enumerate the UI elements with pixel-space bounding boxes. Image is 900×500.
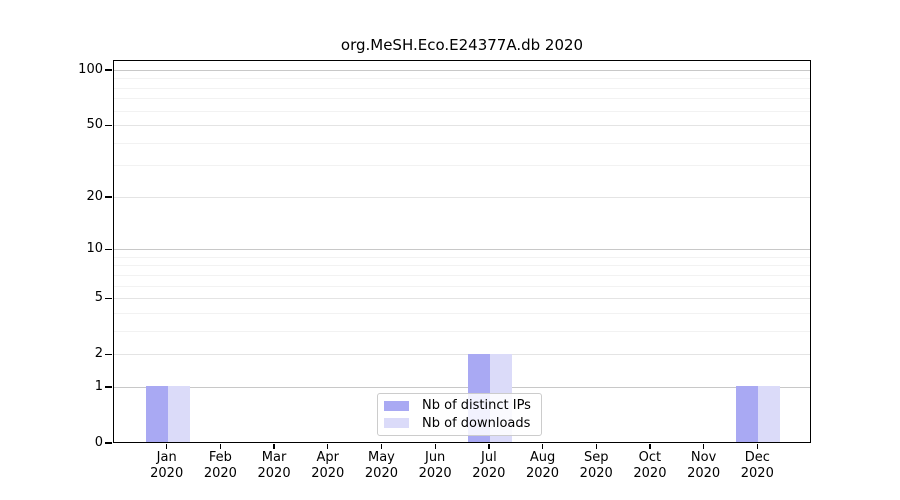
plot-area (113, 60, 811, 443)
x-tick-label: Mar 2020 (234, 450, 314, 482)
y-tick-mark (105, 386, 112, 388)
x-tick-label-line: Feb (208, 450, 232, 465)
x-tick-label-line: Jul (481, 450, 497, 465)
x-tick-mark (434, 444, 436, 449)
y-tick-label: 0 (94, 435, 103, 450)
x-tick-label: Oct 2020 (610, 450, 690, 482)
minor-gridline (114, 87, 810, 89)
x-tick-label-line: Apr (316, 450, 340, 465)
x-tick-label: Aug 2020 (503, 450, 583, 482)
legend-entry: Nb of distinct IPs (384, 398, 535, 413)
chart-title: org.MeSH.Eco.E24377A.db 2020 (340, 36, 584, 54)
legend-label: Nb of downloads (422, 415, 531, 431)
x-tick-label-line: Jun (424, 450, 446, 465)
x-tick-mark (649, 444, 651, 449)
minor-gridline (114, 98, 810, 100)
legend-swatch (384, 418, 409, 429)
x-tick-label: Feb 2020 (180, 450, 260, 482)
y-tick-label: 10 (86, 241, 103, 257)
x-tick-label-line: Oct (638, 450, 662, 465)
gridline (114, 125, 810, 127)
minor-gridline (114, 274, 810, 276)
x-tick-label: Jul 2020 (449, 450, 529, 482)
x-tick-label-line: 2020 (311, 466, 345, 481)
y-tick-mark (105, 124, 112, 126)
legend-swatch (384, 400, 409, 411)
x-tick-label: Jan 2020 (127, 450, 207, 482)
y-tick-mark (105, 297, 112, 299)
x-tick-mark (488, 444, 490, 449)
y-tick-label: 1 (94, 378, 103, 394)
x-tick-label-line: 2020 (740, 466, 774, 481)
x-tick-mark (380, 444, 383, 449)
minor-gridline (114, 78, 810, 80)
x-tick-label-line: 2020 (472, 466, 506, 481)
bar (758, 386, 781, 443)
bar (167, 386, 190, 443)
x-tick-label: Sep 2020 (556, 450, 636, 482)
y-tick-label: 5 (94, 290, 103, 306)
gridline (114, 249, 810, 251)
gridline (114, 298, 810, 300)
x-tick-label: Apr 2020 (288, 450, 368, 482)
x-tick-mark (595, 444, 597, 449)
x-tick-label-line: Mar (261, 450, 287, 465)
x-tick-label: May 2020 (341, 450, 421, 482)
x-tick-label-line: Sep (583, 450, 609, 465)
y-tick-label: 50 (86, 117, 103, 133)
gridline (114, 70, 810, 71)
x-tick-mark (327, 444, 329, 449)
x-tick-label-line: Nov (690, 450, 717, 465)
x-tick-mark (756, 444, 758, 449)
bar (736, 386, 759, 443)
y-tick-label: 20 (86, 188, 103, 204)
x-tick-label-line: 2020 (257, 466, 291, 481)
x-tick-mark (273, 444, 275, 449)
x-tick-label-line: 2020 (150, 466, 184, 481)
x-tick-label-line: 2020 (418, 466, 452, 481)
x-tick-mark (703, 444, 705, 449)
minor-gridline (114, 285, 810, 287)
x-tick-label: Dec 2020 (717, 450, 797, 482)
minor-gridline (114, 312, 810, 314)
x-tick-label-line: 2020 (687, 466, 721, 481)
y-tick-label: 2 (94, 346, 103, 362)
legend-label: Nb of distinct IPs (422, 398, 531, 414)
x-tick-mark (219, 444, 222, 449)
minor-gridline (114, 265, 810, 267)
y-tick-mark (105, 248, 112, 250)
x-tick-label-line: 2020 (203, 466, 237, 481)
x-tick-label: Jun 2020 (395, 450, 475, 482)
y-tick-mark (105, 196, 112, 198)
minor-gridline (114, 142, 810, 144)
x-tick-label-line: Jan (156, 450, 177, 465)
minor-gridline (114, 330, 810, 332)
y-tick-mark (105, 69, 112, 71)
x-tick-label-line: May (368, 450, 395, 465)
minor-gridline (114, 110, 810, 112)
y-tick-label: 100 (78, 62, 103, 77)
x-tick-label-line: Dec (744, 450, 770, 465)
x-tick-label-line: Aug (529, 450, 556, 465)
bar (145, 386, 168, 443)
legend-entry: Nb of downloads (384, 416, 535, 431)
gridline (114, 196, 810, 198)
y-tick-mark (105, 442, 112, 444)
legend: Nb of distinct IPs Nb of downloads (377, 393, 542, 436)
x-tick-label-line: 2020 (633, 466, 667, 481)
x-tick-label-line: 2020 (364, 466, 398, 481)
x-tick-label-line: 2020 (525, 466, 560, 481)
y-tick-mark (105, 353, 112, 355)
x-tick-mark (541, 444, 544, 449)
minor-gridline (114, 165, 810, 167)
x-tick-label: Nov 2020 (664, 450, 744, 482)
gridline (114, 354, 810, 356)
x-tick-label-line: 2020 (579, 466, 613, 481)
x-tick-mark (166, 444, 168, 449)
minor-gridline (114, 256, 810, 258)
gridline (114, 386, 810, 388)
